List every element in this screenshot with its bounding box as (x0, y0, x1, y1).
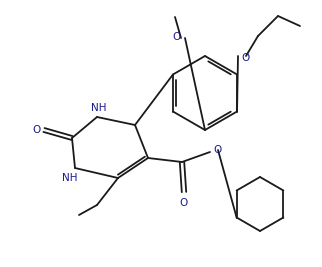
Text: NH: NH (62, 173, 78, 183)
Text: O: O (180, 198, 188, 208)
Text: O: O (242, 53, 250, 63)
Text: O: O (214, 145, 222, 155)
Text: NH: NH (91, 103, 107, 113)
Text: O: O (33, 125, 41, 135)
Text: O: O (173, 32, 181, 42)
